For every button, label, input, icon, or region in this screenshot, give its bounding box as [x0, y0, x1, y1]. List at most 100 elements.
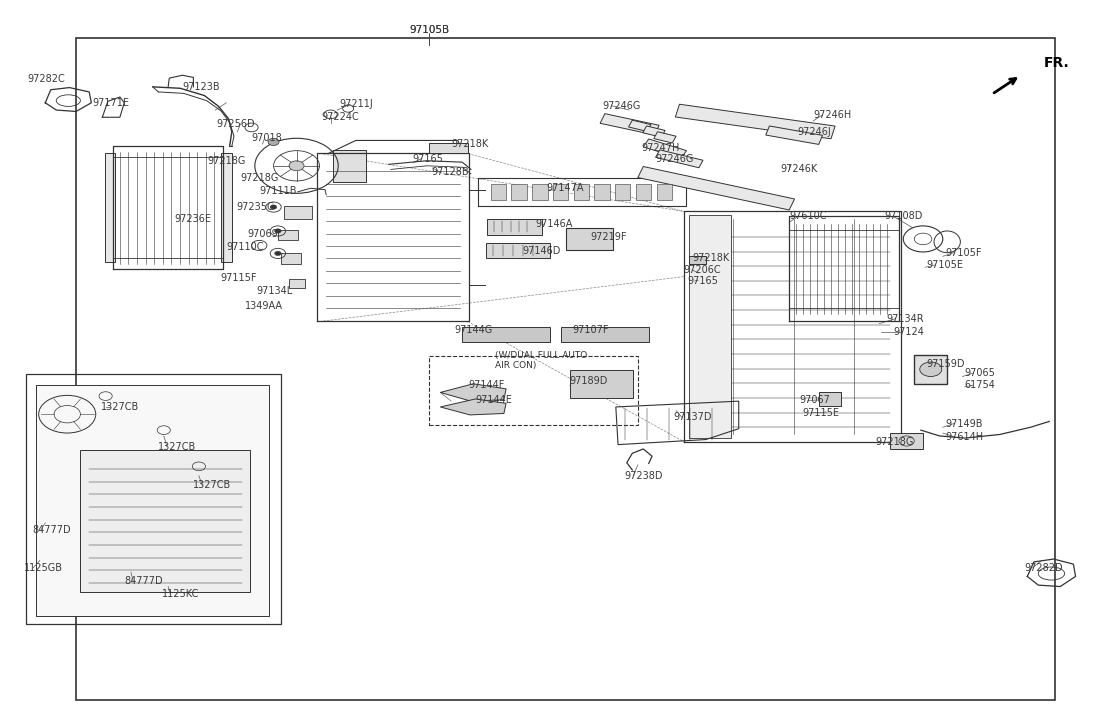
Text: 97189D: 97189D: [570, 376, 608, 386]
Circle shape: [275, 229, 282, 233]
Text: 97134L: 97134L: [256, 286, 293, 296]
Bar: [570, 370, 634, 398]
Bar: [914, 355, 947, 384]
Text: 97224C: 97224C: [322, 112, 360, 122]
Circle shape: [271, 205, 277, 209]
Text: 97246G: 97246G: [656, 154, 694, 164]
Bar: [278, 230, 298, 241]
Text: 97165: 97165: [688, 276, 718, 286]
Text: 97282D: 97282D: [1024, 563, 1063, 573]
Text: (W/DUAL FULL AUTO
AIR CON): (W/DUAL FULL AUTO AIR CON): [495, 351, 587, 370]
Bar: [566, 228, 613, 250]
Bar: [553, 184, 569, 200]
Bar: [285, 206, 312, 219]
Bar: [491, 184, 506, 200]
Polygon shape: [628, 120, 651, 132]
Text: 1327CB: 1327CB: [101, 402, 140, 412]
Bar: [657, 184, 672, 200]
Text: 97144G: 97144G: [454, 325, 493, 335]
Polygon shape: [675, 104, 835, 139]
Text: 97218K: 97218K: [451, 139, 488, 149]
Text: 97018: 97018: [252, 132, 283, 142]
Text: 97246K: 97246K: [780, 164, 817, 174]
Text: 97165: 97165: [412, 153, 443, 164]
Polygon shape: [601, 113, 659, 135]
Bar: [36, 385, 270, 616]
Text: 84777D: 84777D: [32, 525, 70, 535]
Text: 97236E: 97236E: [175, 214, 211, 224]
Text: 1125GB: 1125GB: [24, 563, 64, 573]
Bar: [690, 215, 732, 438]
Bar: [462, 327, 550, 342]
Text: 97069: 97069: [248, 229, 278, 239]
Polygon shape: [653, 132, 676, 143]
Text: 97105F: 97105F: [945, 248, 981, 257]
Text: 97211J: 97211J: [339, 99, 373, 109]
Bar: [636, 184, 651, 200]
Bar: [890, 433, 923, 449]
Text: 97107F: 97107F: [572, 325, 608, 335]
Bar: [282, 253, 301, 264]
Text: 61754: 61754: [965, 380, 996, 390]
Text: 97147A: 97147A: [547, 183, 584, 193]
Text: 97105B: 97105B: [409, 25, 450, 36]
Bar: [80, 451, 251, 592]
Text: 97115F: 97115F: [221, 273, 257, 283]
Text: 97105B: 97105B: [409, 25, 450, 36]
Text: 1125KC: 1125KC: [162, 589, 199, 599]
Bar: [818, 393, 840, 406]
Circle shape: [275, 252, 282, 256]
Bar: [487, 219, 542, 235]
Polygon shape: [644, 139, 686, 158]
Text: 97159D: 97159D: [926, 359, 965, 369]
Polygon shape: [642, 126, 666, 137]
Text: 1349AA: 1349AA: [245, 300, 283, 310]
Text: 97137D: 97137D: [673, 412, 712, 422]
Polygon shape: [440, 384, 506, 401]
Text: 97115E: 97115E: [802, 408, 839, 418]
Text: 97110C: 97110C: [227, 242, 264, 252]
Text: 97610C: 97610C: [789, 212, 827, 222]
Text: 97218G: 97218G: [241, 173, 279, 183]
Polygon shape: [638, 166, 794, 210]
Text: 97256D: 97256D: [217, 119, 255, 129]
Bar: [76, 38, 1055, 700]
Bar: [429, 143, 468, 153]
Circle shape: [268, 138, 279, 145]
Text: 97067: 97067: [799, 395, 829, 406]
Bar: [221, 153, 232, 262]
Bar: [25, 374, 282, 624]
Bar: [690, 256, 706, 265]
Text: 1327CB: 1327CB: [194, 480, 232, 490]
Text: 97134R: 97134R: [887, 313, 924, 324]
Bar: [594, 184, 609, 200]
Text: 97065: 97065: [965, 368, 996, 378]
Text: FR.: FR.: [1044, 56, 1069, 70]
Polygon shape: [766, 126, 823, 145]
Circle shape: [289, 161, 304, 171]
Text: 97144F: 97144F: [469, 380, 505, 390]
Bar: [486, 243, 550, 259]
Bar: [512, 184, 527, 200]
Bar: [289, 279, 306, 288]
Text: 97238D: 97238D: [625, 471, 663, 481]
Text: 97247H: 97247H: [641, 142, 680, 153]
Text: 97108D: 97108D: [884, 212, 923, 222]
Text: 97128B: 97128B: [431, 167, 469, 177]
Bar: [574, 184, 589, 200]
Bar: [532, 184, 548, 200]
Text: 97144E: 97144E: [475, 395, 513, 406]
Text: 97218G: 97218G: [876, 438, 914, 447]
Bar: [615, 184, 630, 200]
Bar: [332, 150, 365, 182]
Text: 97146A: 97146A: [536, 219, 573, 229]
Text: 97614H: 97614H: [945, 432, 983, 441]
Polygon shape: [440, 399, 506, 415]
Text: 97282C: 97282C: [28, 74, 66, 84]
Text: 97218G: 97218G: [208, 156, 246, 166]
Text: 97171E: 97171E: [92, 97, 130, 108]
Text: 97105E: 97105E: [926, 260, 964, 270]
Text: 1327CB: 1327CB: [158, 442, 197, 451]
Circle shape: [920, 362, 942, 377]
Polygon shape: [656, 150, 703, 168]
